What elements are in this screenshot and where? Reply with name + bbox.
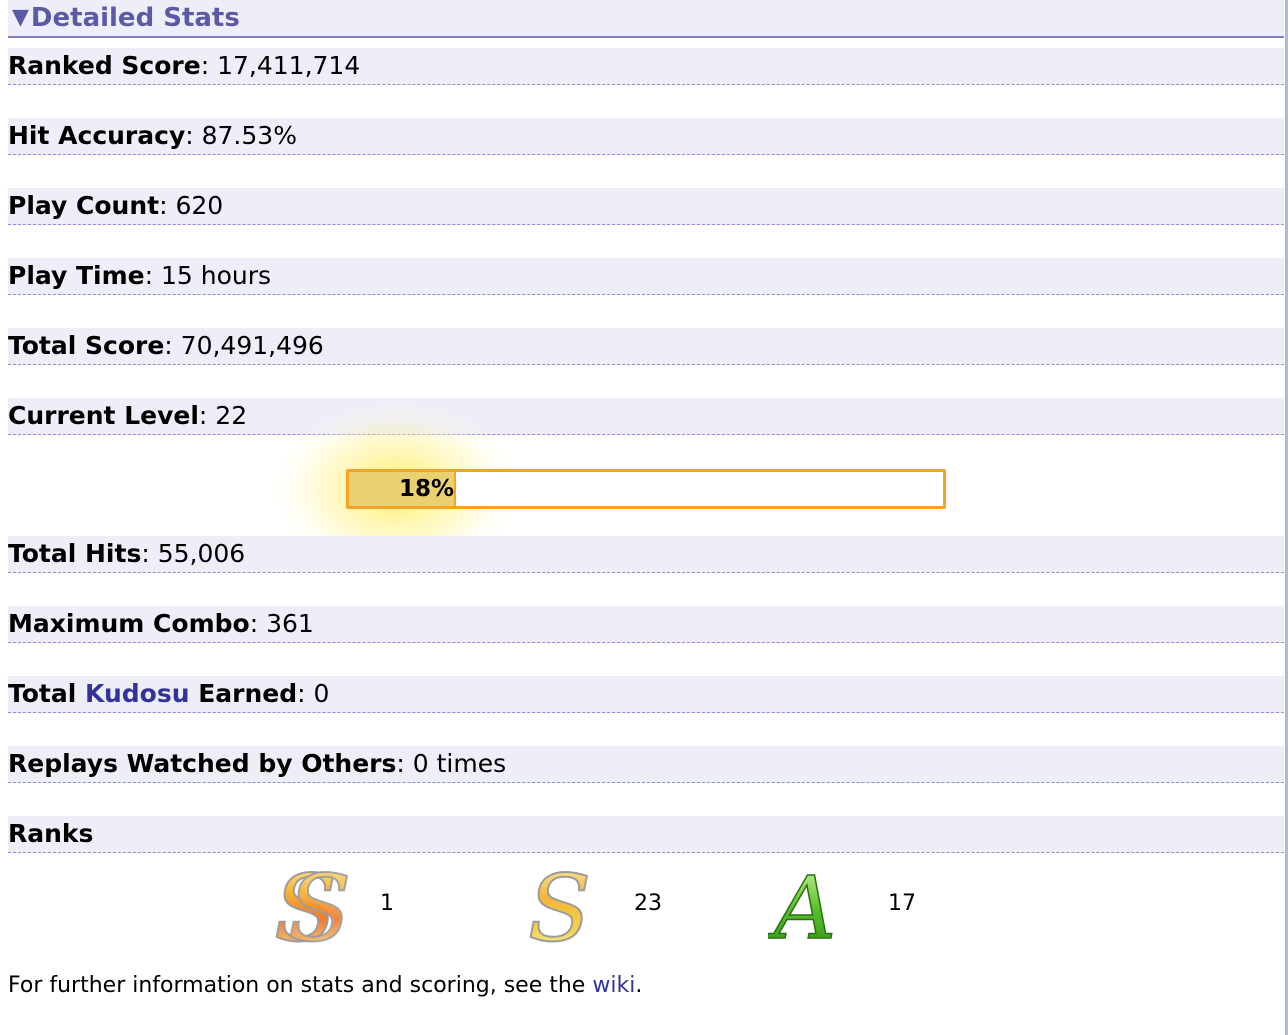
level-progress: 18% — [276, 405, 946, 573]
rank-count-ss: 1 — [380, 891, 394, 916]
section-title[interactable]: Detailed Stats — [30, 3, 240, 33]
stat-row-hit-accuracy: Hit Accuracy: 87.53% — [8, 118, 1284, 155]
stat-value: 15 hours — [161, 261, 272, 290]
stat-value: 17,411,714 — [217, 51, 361, 80]
stat-value: 0 — [313, 679, 330, 708]
collapse-triangle-icon[interactable]: ▼ — [12, 5, 29, 30]
stat-label: Play Count — [8, 191, 160, 220]
ranks-label: Ranks — [8, 819, 94, 848]
stat-row-total-hits: Total Hits: 55,006 — [8, 536, 1284, 573]
stat-row-current-level: Current Level: 22 — [8, 398, 1284, 435]
ss-rank-icon: S S — [273, 858, 352, 948]
stat-label: Hit Accuracy — [8, 121, 186, 150]
stat-row-play-time: Play Time: 15 hours — [8, 258, 1284, 295]
stat-value: 0 times — [412, 749, 507, 778]
rank-count-a: 17 — [888, 891, 916, 916]
stat-label: Replays Watched by Others — [8, 749, 397, 778]
stat-value: 361 — [266, 609, 314, 638]
ranks-list: S S 1 S 23 A 17 — [0, 852, 1288, 962]
stat-label: Current Level — [8, 401, 199, 430]
stat-row-ranks: Ranks — [8, 816, 1284, 853]
s-rank-icon: S — [527, 858, 592, 948]
svg-text:S: S — [528, 858, 591, 948]
rank-count-s: 23 — [634, 891, 662, 916]
right-rail — [1285, 0, 1288, 1035]
stat-row-total-score: Total Score: 70,491,496 — [8, 328, 1284, 365]
stat-value: 87.53% — [201, 121, 297, 150]
kudosu-link[interactable]: Kudosu — [85, 679, 190, 708]
stat-row-play-count: Play Count: 620 — [8, 188, 1284, 225]
a-rank-icon: A — [768, 858, 837, 948]
stat-label: Total Hits — [8, 539, 142, 568]
stat-row-ranked-score: Ranked Score: 17,411,714 — [8, 48, 1284, 85]
stat-value: 22 — [215, 401, 248, 430]
svg-text:A: A — [768, 859, 836, 948]
stat-value: 55,006 — [157, 539, 246, 568]
footnote: For further information on stats and sco… — [8, 970, 642, 1002]
stat-label: Ranked Score — [8, 51, 201, 80]
wiki-link[interactable]: wiki — [592, 973, 636, 998]
svg-text:S: S — [274, 858, 337, 948]
svg-text:S: S — [288, 858, 351, 948]
stat-label-pre: Total — [8, 679, 86, 708]
footnote-end: . — [635, 973, 643, 998]
level-progress-bar: 18% — [346, 469, 946, 509]
stat-label: Maximum Combo — [8, 609, 250, 638]
level-progress-label: 18% — [398, 476, 454, 502]
level-progress-fill — [349, 472, 456, 506]
stat-label: Total Score — [8, 331, 165, 360]
stat-value: 70,491,496 — [180, 331, 324, 360]
section-header-detailed-stats[interactable]: ▼ Detailed Stats — [8, 0, 1284, 38]
stat-row-maximum-combo: Maximum Combo: 361 — [8, 606, 1284, 643]
footnote-text: For further information on stats and sco… — [8, 973, 593, 998]
stat-row-replays-watched: Replays Watched by Others: 0 times — [8, 746, 1284, 783]
stat-label: Play Time — [8, 261, 145, 290]
stat-label-post: Earned — [189, 679, 298, 708]
stat-value: 620 — [175, 191, 224, 220]
stat-row-kudosu: Total Kudosu Earned: 0 — [8, 676, 1284, 713]
left-rail — [0, 0, 8, 1035]
